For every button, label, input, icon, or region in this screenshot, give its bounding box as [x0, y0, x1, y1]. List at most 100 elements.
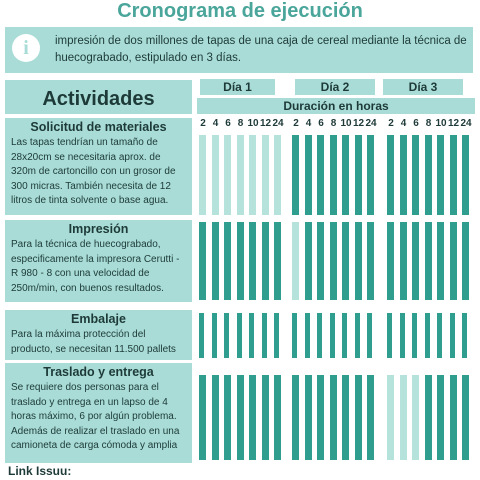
schedule-bar: [342, 375, 349, 460]
schedule-bar: [387, 375, 394, 460]
schedule-bar: [412, 313, 417, 358]
info-icon: i: [12, 34, 40, 62]
schedule-bar: [437, 375, 444, 460]
schedule-bar: [329, 222, 337, 300]
schedule-bar: [399, 135, 407, 215]
schedule-bar: [274, 313, 279, 358]
schedule-bar: [342, 135, 349, 215]
schedule-bar: [249, 222, 256, 300]
schedule-bar: [304, 375, 312, 460]
schedule-bar: [249, 375, 256, 460]
hour-label: 8: [237, 118, 244, 129]
duration-header: Duración en horas: [197, 98, 475, 114]
hour-label: 4: [212, 118, 219, 129]
schedule-bar: [437, 222, 444, 300]
schedule-bar: [224, 222, 231, 300]
schedule-bar: [224, 313, 229, 358]
activity-description: Se requiere dos personas para el traslad…: [11, 382, 180, 451]
schedule-bar: [317, 313, 322, 358]
schedule-bar: [236, 375, 244, 460]
schedule-bar: [236, 135, 244, 215]
activity-box: Embalaje Para la máxima protección del pr…: [5, 310, 192, 360]
schedule-bar: [224, 135, 231, 215]
schedule-bar: [199, 135, 206, 215]
hour-label: 2: [388, 118, 394, 129]
schedule-bar: [354, 222, 362, 300]
activity-title: Embalaje: [71, 312, 126, 326]
schedule-bar: [387, 313, 392, 358]
schedule-bar: [462, 222, 469, 300]
schedule-bar: [317, 135, 324, 215]
hour-label: 6: [413, 118, 419, 129]
hour-label: 12: [259, 118, 272, 129]
hour-label: 4: [400, 118, 407, 129]
hour-label: 2: [200, 118, 206, 129]
hour-label: 4: [305, 118, 312, 129]
schedule-bar: [387, 135, 394, 215]
schedule-bar: [342, 313, 347, 358]
schedule-bar: [199, 375, 206, 460]
title: Cronograma de ejecución: [117, 0, 363, 22]
schedule-bar: [342, 222, 349, 300]
day-header: Día 2: [295, 79, 375, 95]
schedule-bar: [211, 375, 219, 460]
schedule-bar: [462, 375, 469, 460]
activity-box: Traslado y entrega Se requiere dos person…: [5, 363, 192, 463]
schedule-bar: [462, 135, 469, 215]
activity-title: Impresión: [68, 222, 129, 236]
hour-label: 10: [340, 118, 352, 129]
schedule-bar: [424, 375, 432, 460]
schedule-bar: [261, 313, 267, 358]
schedule-bar: [412, 222, 419, 300]
activity-description: Para la técnica de huecograbado, especif…: [11, 239, 180, 294]
schedule-bar: [449, 135, 457, 215]
hour-label: 24: [460, 118, 472, 129]
schedule-bar: [354, 313, 360, 358]
schedule-bar: [354, 375, 362, 460]
day-header: Día 3: [383, 79, 463, 95]
schedule-bar: [387, 222, 394, 300]
schedule-bar: [199, 313, 204, 358]
day-header: Día 1: [200, 79, 275, 95]
schedule-bar: [412, 135, 419, 215]
hour-label: 8: [330, 118, 337, 129]
schedule-bar: [354, 135, 362, 215]
schedule-bar: [292, 135, 299, 215]
schedule-bar: [399, 375, 407, 460]
hour-label: 12: [447, 118, 460, 129]
schedule-bar: [304, 222, 312, 300]
schedule-bar: [199, 222, 206, 300]
schedule-bar: [292, 222, 299, 300]
schedule-bar: [261, 222, 269, 300]
hour-label: 2: [293, 118, 299, 129]
schedule-bar: [292, 375, 299, 460]
schedule-bar: [449, 313, 455, 358]
schedule-bar: [236, 313, 242, 358]
hour-label: 10: [247, 118, 259, 129]
hour-label: 6: [225, 118, 231, 129]
schedule-bar: [317, 222, 324, 300]
schedule-bar: [211, 222, 219, 300]
activity-title: Solicitud de materiales: [30, 120, 167, 134]
schedule-bar: [304, 313, 310, 358]
schedule-bar: [274, 375, 281, 460]
schedule-bar: [462, 313, 467, 358]
schedule-bar: [449, 375, 457, 460]
hour-label: 24: [365, 118, 377, 129]
hour-label: 8: [425, 118, 432, 129]
schedule-bar: [274, 222, 281, 300]
link-label: Link Issuu:: [8, 464, 72, 478]
schedule-bar: [399, 222, 407, 300]
activity-title: Traslado y entrega: [43, 365, 154, 379]
schedule-bar: [274, 135, 281, 215]
schedule-bar: [236, 222, 244, 300]
schedule-bar: [329, 135, 337, 215]
schedule-bar: [367, 375, 374, 460]
schedule-bar: [317, 375, 324, 460]
schedule-bar: [367, 222, 374, 300]
schedule-bar: [261, 375, 269, 460]
activity-box: Solicitud de materiales Las tapas tendría…: [5, 118, 192, 215]
schedule-bar: [224, 375, 231, 460]
